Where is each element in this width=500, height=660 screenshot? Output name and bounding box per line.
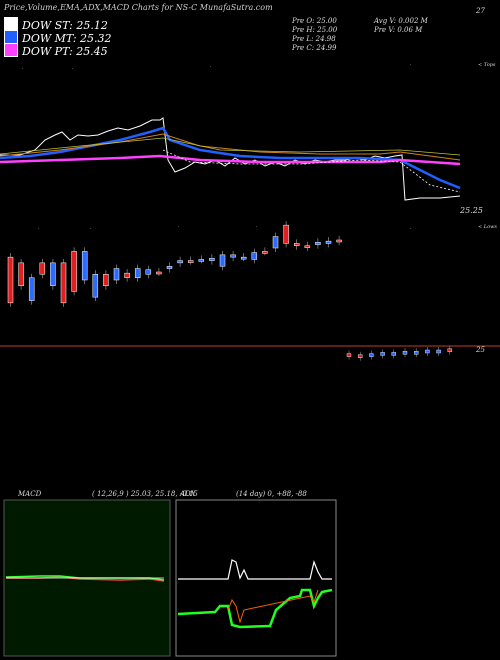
candle (293, 243, 300, 246)
candle (425, 349, 430, 354)
candle (113, 268, 120, 281)
legend-label: DOW MT: 25.32 (22, 32, 112, 45)
candle (198, 259, 205, 262)
candle (240, 256, 247, 260)
tick-label: · (178, 224, 180, 230)
candle (251, 252, 258, 260)
candle (103, 274, 109, 286)
candle (28, 277, 35, 301)
candle (346, 353, 352, 357)
corner-value: 27 (476, 7, 485, 15)
ema-lines (0, 117, 461, 201)
candle (262, 251, 268, 254)
candle (60, 262, 67, 304)
adx-lines (177, 559, 333, 629)
adx-label: ADX (180, 490, 196, 498)
stat-avg-volume: Avg V: 0.002 M (374, 17, 428, 25)
candle (187, 260, 194, 263)
legend-label: DOW ST: 25.12 (22, 19, 108, 32)
candle (156, 271, 162, 275)
candle (402, 351, 408, 355)
adx-params: (14 day) 0, +88, -88 (236, 490, 307, 498)
candle (39, 262, 46, 275)
candle (7, 256, 14, 304)
candle (358, 354, 363, 358)
candle (166, 266, 173, 269)
tick-label: · (410, 62, 412, 68)
macd-lines (5, 575, 165, 582)
legend-swatch-icon (4, 43, 18, 57)
legend-dow-mt: DOW MT: 25.32 (4, 30, 112, 45)
legend-dow-st: DOW ST: 25.12 (4, 17, 108, 32)
adx-line (178, 559, 332, 580)
tick-label: · (72, 66, 74, 72)
tick-label: · (38, 226, 40, 232)
candle (283, 224, 289, 244)
candle (325, 240, 332, 244)
candle (219, 254, 226, 267)
post-break-candles (346, 345, 452, 361)
candle (272, 236, 279, 249)
series-line-ema-a (0, 133, 461, 161)
candle (336, 239, 342, 243)
candle (414, 351, 419, 355)
candle (209, 258, 215, 261)
tick-label: · (256, 224, 258, 230)
chart-title: Price,Volume,EMA,ADX,MACD Charts for NS-… (4, 3, 273, 12)
series-line-dow-pt (0, 154, 461, 166)
candle (391, 352, 396, 356)
candle (50, 262, 56, 286)
candle (380, 352, 385, 356)
candle (230, 254, 236, 258)
series-line-ema-b (0, 137, 461, 156)
candle (315, 242, 321, 245)
candle (447, 348, 452, 352)
candle (71, 251, 77, 292)
legend-label: DOW PT: 25.45 (22, 45, 108, 58)
candle (436, 349, 441, 354)
series-line-dow-mt (0, 126, 461, 190)
candle (81, 251, 88, 281)
adx-plus-di (177, 588, 333, 629)
stat-pre-high: Pre H: 25.00 (292, 26, 338, 34)
adx-minus-di (227, 589, 319, 624)
stat-pre-close: Pre C: 24.99 (292, 44, 337, 52)
candle (18, 262, 24, 286)
macd-params: ( 12,26,9 ) 25.03, 25.18, -0.15 (92, 490, 198, 498)
macd-label: MACD (18, 490, 42, 498)
last-price-label: 25.25 (460, 206, 483, 215)
tick-marks: · · · · · · · · · (22, 62, 412, 232)
candle (124, 272, 130, 278)
legend-dow-pt: DOW PT: 25.45 (4, 43, 108, 58)
lows-label: < Lows (478, 224, 497, 230)
candle (369, 353, 374, 357)
candle (304, 245, 311, 248)
candle (145, 269, 152, 275)
stat-pre-volume: Pre V: 0.06 M (374, 26, 423, 34)
candles (7, 221, 342, 307)
lower-price-label: 25 (476, 346, 485, 354)
tick-label: · (210, 64, 212, 70)
tick-label: · (410, 226, 412, 232)
stat-pre-open: Pre O: 25.00 (292, 17, 337, 25)
candle (92, 274, 99, 298)
candle (134, 268, 141, 278)
tops-label: < Tops (478, 62, 496, 68)
stat-pre-low: Pre L: 24.98 (292, 35, 336, 43)
adx-panel (175, 499, 337, 657)
tick-label: · (22, 66, 24, 72)
candle (177, 260, 183, 264)
series-line-ema-c (162, 149, 461, 193)
tick-label: · (90, 226, 92, 232)
